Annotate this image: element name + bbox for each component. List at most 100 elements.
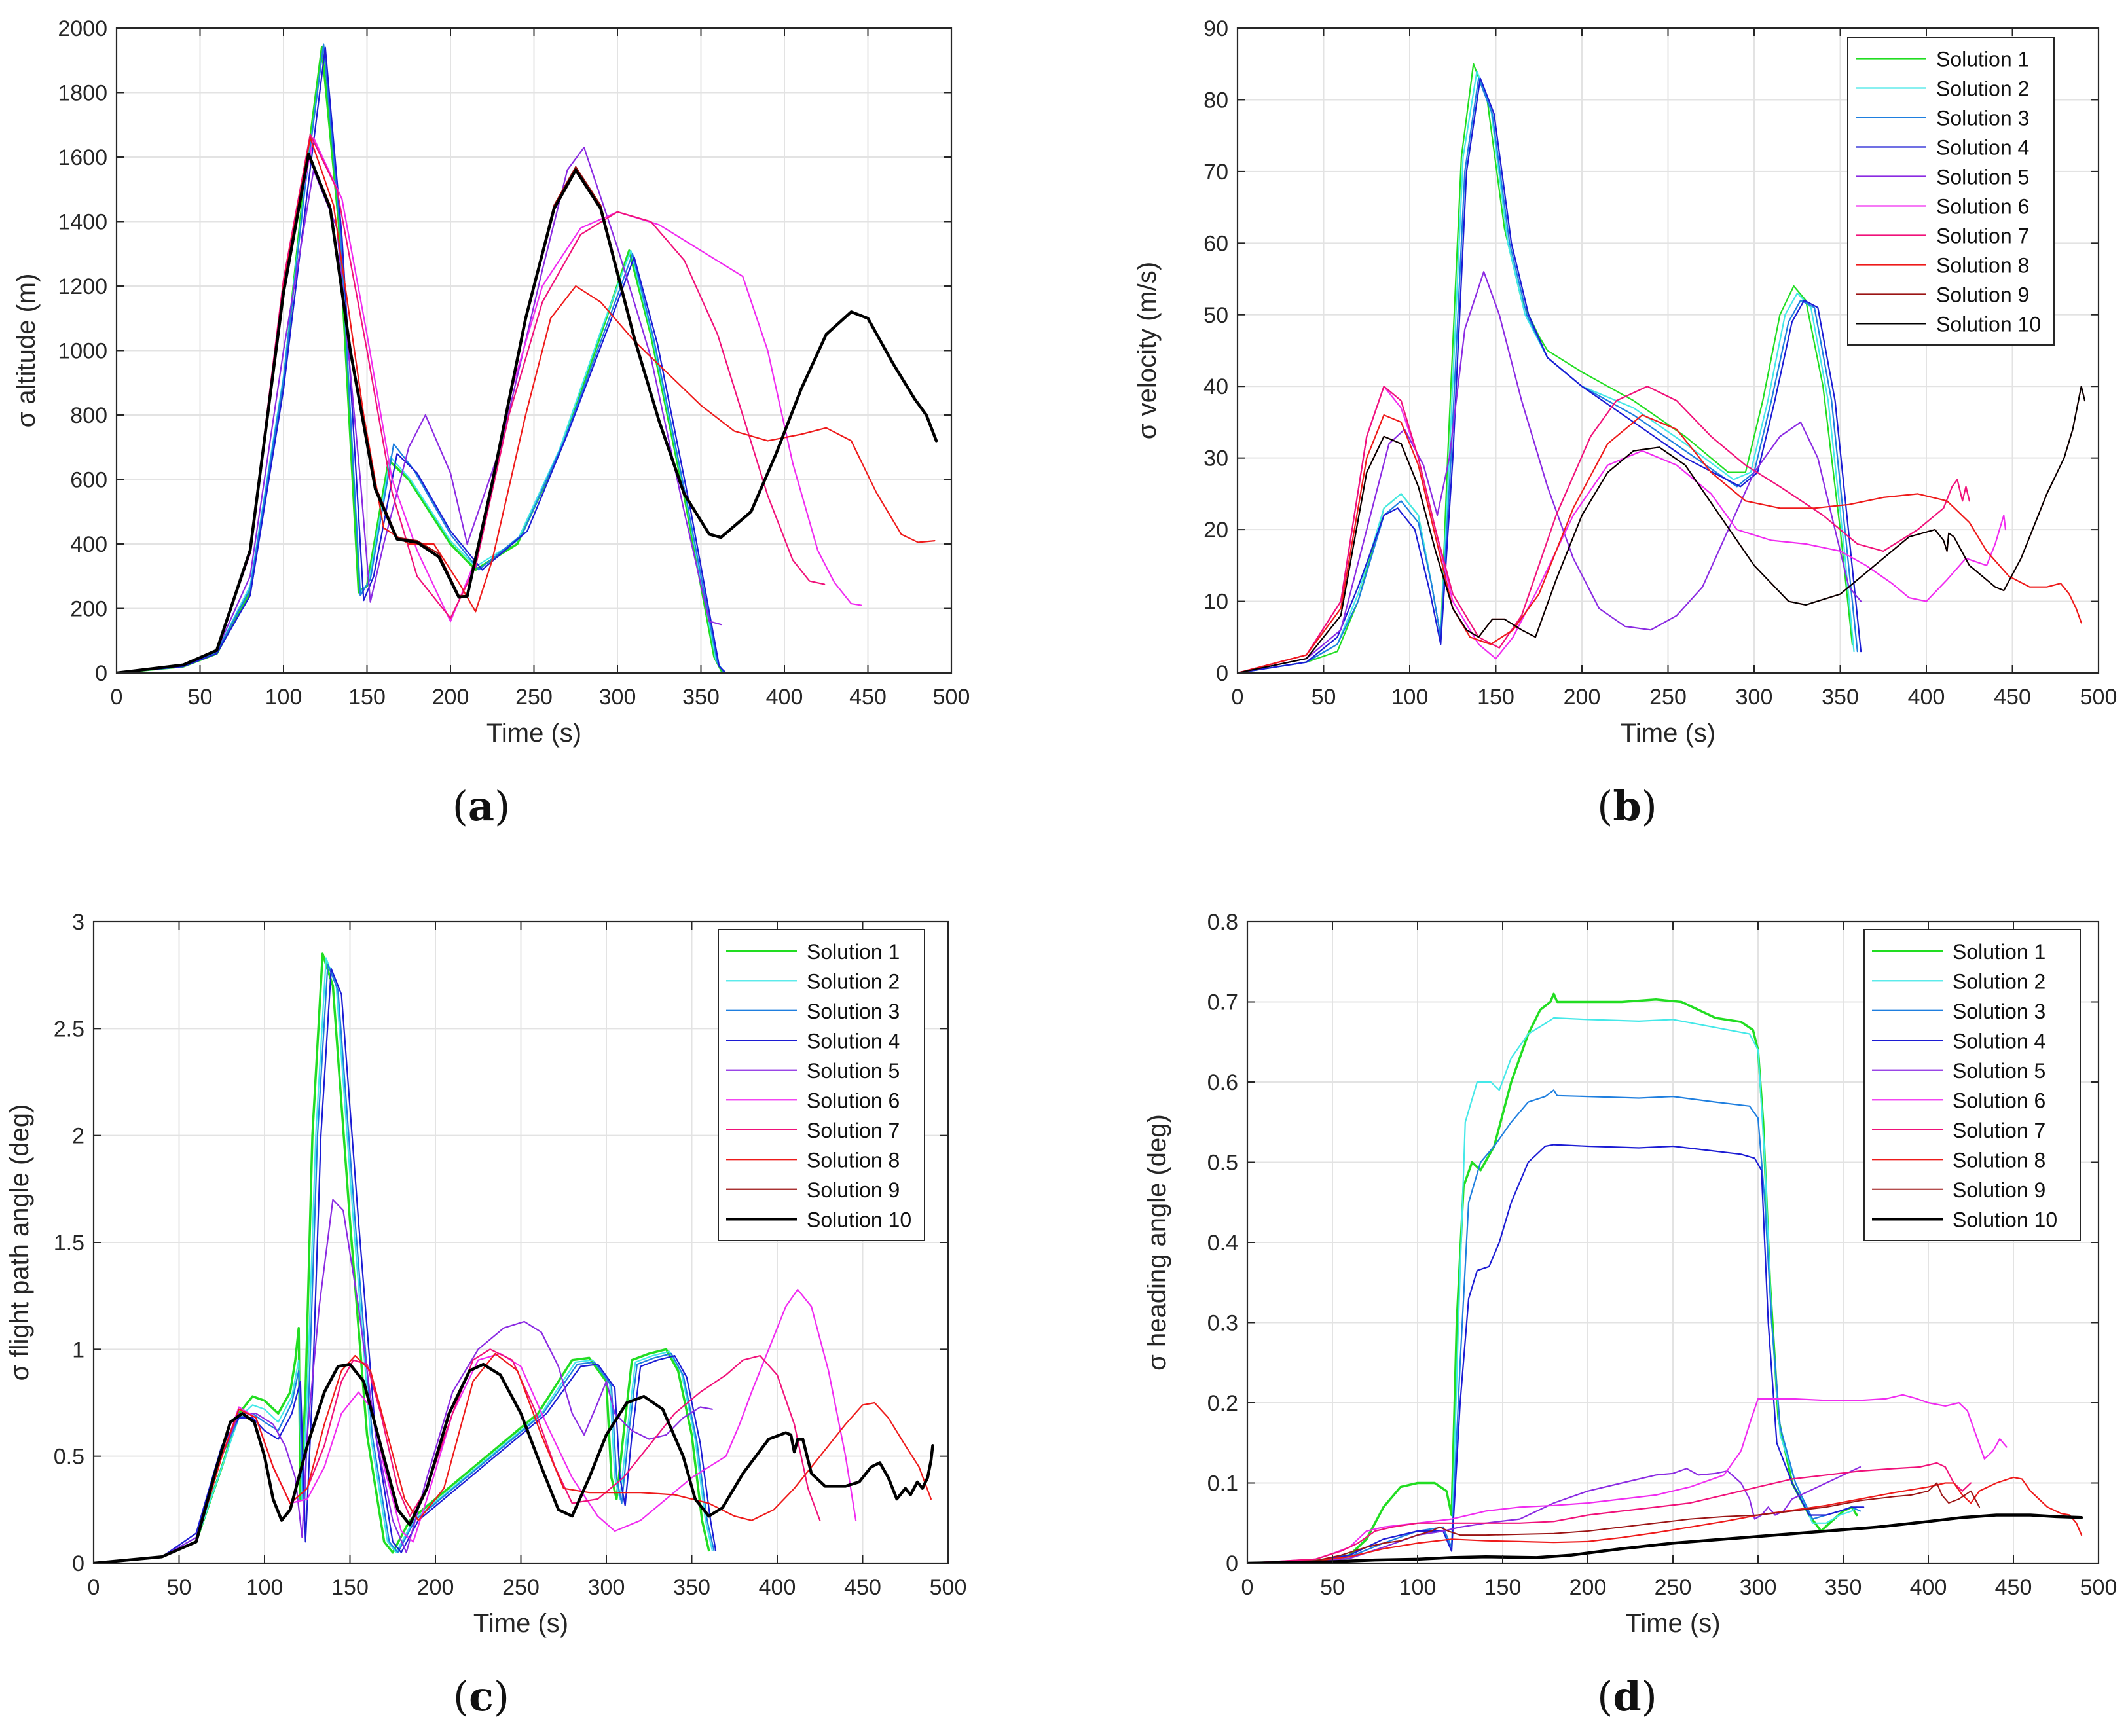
x-axis-label-a: Time (s) bbox=[486, 719, 581, 748]
x-tick-label-a-0: 0 bbox=[111, 685, 123, 710]
series-line-a-3 bbox=[117, 43, 725, 673]
chart-a: 0 50 100 150 200 250 300 350 400 450 500 0 200 400 600… bbox=[12, 16, 970, 748]
y-tick-label-d-6: 0.6 bbox=[1207, 1070, 1238, 1095]
legend-label-b-2: Solution 2 bbox=[1936, 77, 2029, 101]
legend-label-c-4: Solution 4 bbox=[807, 1029, 900, 1053]
caption-a-open: ( bbox=[452, 782, 468, 830]
x-tick-label-d-1: 50 bbox=[1320, 1575, 1345, 1600]
legend-label-d-2: Solution 2 bbox=[1953, 969, 2045, 993]
legend-label-c-1: Solution 1 bbox=[807, 940, 900, 964]
series-group-b bbox=[1238, 63, 2086, 673]
y-tick-label-d-8: 0.8 bbox=[1207, 910, 1238, 935]
x-tick-label-b-10: 500 bbox=[2080, 685, 2118, 710]
x-tick-label-a-2: 100 bbox=[265, 685, 303, 710]
y-tick-label-b-1: 10 bbox=[1203, 590, 1228, 615]
series-line-d-10 bbox=[1247, 1513, 2083, 1563]
x-tick-label-a-10: 500 bbox=[933, 685, 970, 710]
y-axis-label-d: σ heading angle (deg) bbox=[1143, 1114, 1171, 1371]
x-tick-label-a-5: 250 bbox=[515, 685, 553, 710]
x-tick-label-d-8: 400 bbox=[1910, 1575, 1947, 1600]
x-tick-label-b-1: 50 bbox=[1312, 685, 1336, 710]
y-axis-label-a: σ altitude (m) bbox=[12, 274, 41, 428]
x-tick-label-c-3: 150 bbox=[331, 1575, 369, 1600]
x-tick-label-b-2: 100 bbox=[1391, 685, 1429, 710]
series-line-d-3 bbox=[1247, 1089, 1862, 1563]
y-tick-label-a-3: 600 bbox=[70, 468, 107, 493]
y-axis-label-b: σ velocity (m/s) bbox=[1133, 262, 1162, 439]
y-tick-label-b-5: 50 bbox=[1203, 303, 1228, 328]
x-tick-label-b-7: 350 bbox=[1822, 685, 1859, 710]
caption-c-close: ) bbox=[493, 1673, 510, 1720]
x-tick-label-b-5: 250 bbox=[1649, 685, 1687, 710]
x-axis-label-b: Time (s) bbox=[1621, 719, 1715, 748]
y-tick-label-d-5: 0.5 bbox=[1207, 1151, 1238, 1176]
y-tick-label-d-3: 0.3 bbox=[1207, 1311, 1238, 1336]
legend-label-c-6: Solution 6 bbox=[807, 1089, 900, 1112]
y-tick-label-b-4: 40 bbox=[1203, 374, 1228, 399]
series-line-c-8 bbox=[94, 1352, 932, 1563]
x-tick-label-d-0: 0 bbox=[1241, 1575, 1254, 1600]
series-line-a-4 bbox=[117, 46, 727, 673]
y-tick-label-a-10: 2000 bbox=[58, 16, 107, 41]
legend-label-c-5: Solution 5 bbox=[807, 1059, 900, 1083]
caption-a: (a) bbox=[383, 782, 579, 830]
caption-b-open: ( bbox=[1597, 782, 1613, 830]
series-line-d-9 bbox=[1247, 1482, 1980, 1563]
y-tick-label-a-8: 1600 bbox=[58, 145, 107, 170]
legend-label-b-10: Solution 10 bbox=[1936, 313, 2041, 336]
legend-label-b-8: Solution 8 bbox=[1936, 254, 2029, 278]
legend-label-c-9: Solution 9 bbox=[807, 1178, 900, 1202]
x-tick-label-d-4: 200 bbox=[1569, 1575, 1607, 1600]
y-tick-label-d-0: 0 bbox=[1226, 1551, 1238, 1576]
x-tick-label-c-0: 0 bbox=[88, 1575, 100, 1600]
x-tick-label-a-6: 300 bbox=[599, 685, 636, 710]
caption-c: (c) bbox=[383, 1673, 579, 1720]
series-line-a-5 bbox=[117, 147, 722, 673]
x-tick-label-a-8: 400 bbox=[766, 685, 803, 710]
legend-label-b-7: Solution 7 bbox=[1936, 225, 2029, 248]
legend-label-d-4: Solution 4 bbox=[1953, 1029, 2045, 1053]
series-line-b-5 bbox=[1238, 271, 1862, 673]
x-tick-label-c-4: 200 bbox=[417, 1575, 454, 1600]
chart-d: 0 50 100 150 200 250 300 350 400 450 500 0 0.1 0.2 0.3… bbox=[1143, 910, 2117, 1638]
x-tick-label-d-3: 150 bbox=[1484, 1575, 1522, 1600]
x-tick-label-a-3: 150 bbox=[348, 685, 386, 710]
y-tick-label-b-9: 90 bbox=[1203, 16, 1228, 41]
legend-label-d-3: Solution 3 bbox=[1953, 1000, 2045, 1023]
legend-label-b-4: Solution 4 bbox=[1936, 136, 2029, 160]
legend-label-d-9: Solution 9 bbox=[1953, 1178, 2045, 1202]
series-line-b-2 bbox=[1238, 70, 1855, 673]
caption-b: (b) bbox=[1529, 782, 1725, 830]
y-tick-label-d-7: 0.7 bbox=[1207, 990, 1238, 1015]
y-tick-label-d-2: 0.2 bbox=[1207, 1391, 1238, 1416]
legend-label-b-3: Solution 3 bbox=[1936, 107, 2029, 130]
caption-a-letter: a bbox=[468, 782, 495, 830]
legend-c: Solution 1 Solution 2 Solution 3 Solution 4… bbox=[718, 929, 925, 1241]
y-tick-label-b-0: 0 bbox=[1216, 661, 1228, 686]
series-line-c-4 bbox=[94, 967, 717, 1563]
x-tick-label-c-8: 400 bbox=[759, 1575, 796, 1600]
y-tick-label-c-0: 0 bbox=[72, 1551, 84, 1576]
series-line-d-5 bbox=[1247, 1466, 1862, 1563]
y-tick-label-a-2: 400 bbox=[70, 532, 107, 557]
legend-label-d-1: Solution 1 bbox=[1953, 940, 2045, 964]
x-tick-label-b-6: 300 bbox=[1736, 685, 1773, 710]
x-tick-label-d-2: 100 bbox=[1399, 1575, 1437, 1600]
legend-label-c-10: Solution 10 bbox=[807, 1208, 911, 1231]
legend-d: Solution 1 Solution 2 Solution 3 Solution 4… bbox=[1863, 929, 2081, 1241]
legend-label-d-5: Solution 5 bbox=[1953, 1059, 2045, 1083]
y-tick-label-c-3: 1.5 bbox=[54, 1231, 84, 1256]
x-tick-label-d-9: 450 bbox=[1995, 1575, 2032, 1600]
y-tick-label-c-1: 0.5 bbox=[54, 1445, 84, 1470]
y-tick-label-d-1: 0.1 bbox=[1207, 1472, 1238, 1496]
x-axis-label-c: Time (s) bbox=[473, 1609, 568, 1638]
legend-label-c-8: Solution 8 bbox=[807, 1148, 900, 1172]
series-line-c-10 bbox=[94, 1362, 934, 1563]
y-tick-label-b-8: 80 bbox=[1203, 88, 1228, 113]
series-line-b-10 bbox=[1238, 386, 2085, 673]
legend-label-d-10: Solution 10 bbox=[1953, 1208, 2057, 1231]
chart-c: 0 50 100 150 200 250 300 350 400 450 500 0 0.5 1 1.5 2 2… bbox=[5, 910, 966, 1638]
x-tick-label-c-9: 450 bbox=[844, 1575, 881, 1600]
series-line-a-10 bbox=[117, 152, 938, 673]
